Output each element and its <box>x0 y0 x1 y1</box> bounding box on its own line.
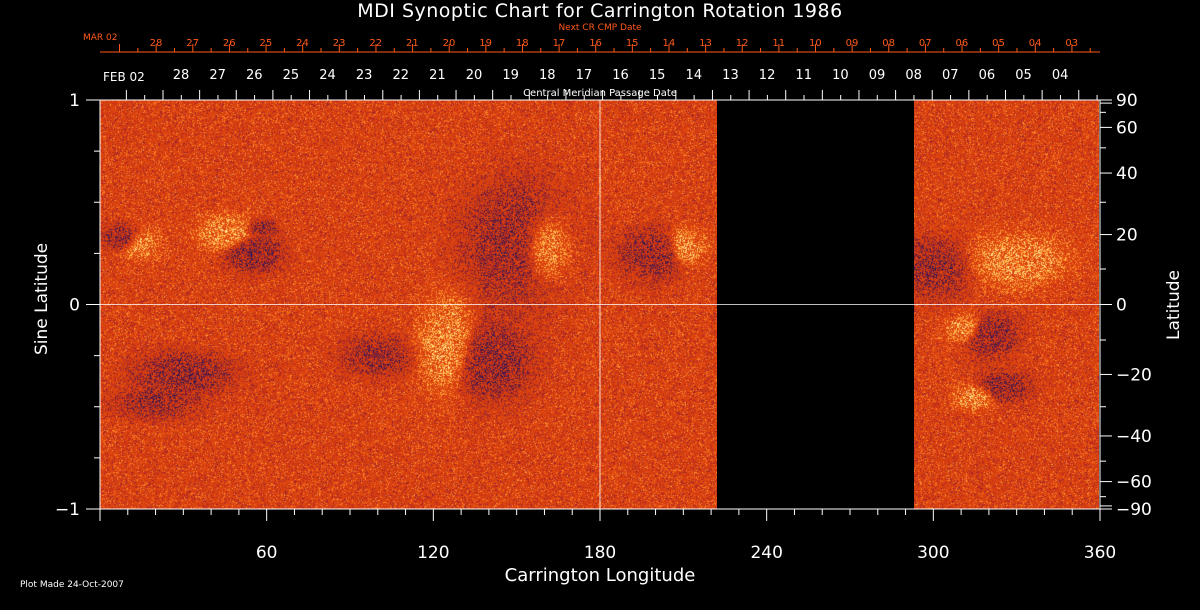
next-cmp-date-label: 19 <box>479 38 492 49</box>
y-right-tick-label: −90 <box>1116 500 1152 520</box>
cmp-date-label: 11 <box>795 68 812 83</box>
cmp-date-label: 17 <box>576 68 593 83</box>
next-cmp-date-label: 04 <box>1029 38 1042 49</box>
cmp-date-label: 14 <box>686 68 703 83</box>
cmp-date-label: 10 <box>832 68 849 83</box>
next-cmp-date-label: 08 <box>882 38 895 49</box>
next-cmp-date-label: 21 <box>406 38 419 49</box>
x-tick-label: 300 <box>917 543 949 563</box>
chart-title: MDI Synoptic Chart for Carrington Rotati… <box>357 0 843 22</box>
cmp-date-label: 24 <box>319 68 336 83</box>
cmp-date-label: 27 <box>209 68 226 83</box>
x-tick-label: 240 <box>750 543 782 563</box>
next-cmp-date-label: 13 <box>699 38 712 49</box>
y-axis-label-left: Sine Latitude <box>32 242 52 355</box>
cmp-date-label: 08 <box>905 68 922 83</box>
next-cmp-date-label: 16 <box>589 38 602 49</box>
next-cmp-date-label: 07 <box>919 38 932 49</box>
cmp-date-label: 15 <box>649 68 666 83</box>
cmp-date-label: 23 <box>356 68 373 83</box>
y-right-tick-label: −20 <box>1116 365 1152 385</box>
next-cmp-date-label: 06 <box>955 38 968 49</box>
cmp-date-label: 07 <box>942 68 959 83</box>
next-cmp-date-label: 11 <box>772 38 785 49</box>
cmp-date-label: 06 <box>979 68 996 83</box>
y-axis-label-right: Latitude <box>1164 270 1184 340</box>
next-cmp-date-label: 05 <box>992 38 1005 49</box>
cmp-axis-label: Central Meridian Passage Date <box>523 88 677 99</box>
y-right-tick-label: 90 <box>1116 91 1138 111</box>
next-cmp-date-label: 24 <box>296 38 309 49</box>
next-cmp-date-label: 14 <box>662 38 675 49</box>
y-right-tick-label: −60 <box>1116 473 1152 493</box>
cmp-date-label: 22 <box>393 68 410 83</box>
cmp-date-label: 05 <box>1015 68 1032 83</box>
cmp-date-label: 21 <box>429 68 446 83</box>
cmp-date-label: 09 <box>869 68 886 83</box>
cmp-date-label: 25 <box>283 68 300 83</box>
cmp-date-label: 26 <box>246 68 263 83</box>
y-left-tick-label: 1 <box>69 91 80 111</box>
next-cmp-date-label: 18 <box>516 38 529 49</box>
x-tick-label: 60 <box>256 543 278 563</box>
next-cmp-date-label: 25 <box>260 38 273 49</box>
next-cmp-date-label: 10 <box>809 38 822 49</box>
cmp-date-label: 16 <box>612 68 629 83</box>
cmp-date-label: 13 <box>722 68 739 83</box>
next-cmp-date-label: 20 <box>443 38 456 49</box>
cmp-date-label: 12 <box>759 68 776 83</box>
next-cmp-date-label: 23 <box>333 38 346 49</box>
next-cmp-axis-label: Next CR CMP Date <box>558 23 642 33</box>
y-right-tick-label: 60 <box>1116 118 1138 138</box>
next-cmp-date-label: 26 <box>223 38 236 49</box>
x-tick-label: 180 <box>584 543 616 563</box>
next-cmp-date-label: 09 <box>846 38 859 49</box>
cmp-date-label: 20 <box>466 68 483 83</box>
cmp-date-label: 04 <box>1052 68 1069 83</box>
next-cmp-date-label: 03 <box>1065 38 1078 49</box>
next-cmp-date-label: 27 <box>186 38 199 49</box>
y-right-tick-label: 40 <box>1116 164 1138 184</box>
cmp-date-label: 28 <box>173 68 190 83</box>
y-right-tick-label: 20 <box>1116 226 1138 246</box>
cmp-date-label: 19 <box>502 68 519 83</box>
y-left-tick-label: 0 <box>69 296 80 316</box>
y-right-tick-label: −40 <box>1116 427 1152 447</box>
y-right-tick-label: 0 <box>1116 296 1127 316</box>
x-tick-label: 120 <box>417 543 449 563</box>
next-cmp-start-label: MAR 02 <box>83 33 118 43</box>
x-axis-label: Carrington Longitude <box>504 565 696 586</box>
cmp-date-label: 18 <box>539 68 556 83</box>
plot-made-note: Plot Made 24-Oct-2007 <box>20 580 124 590</box>
y-left-tick-label: −1 <box>55 500 80 520</box>
next-cmp-date-label: 12 <box>736 38 749 49</box>
cmp-start-label: FEB 02 <box>103 70 145 84</box>
next-cmp-date-label: 28 <box>150 38 163 49</box>
next-cmp-date-label: 17 <box>553 38 566 49</box>
x-tick-label: 360 <box>1084 543 1116 563</box>
next-cmp-date-label: 15 <box>626 38 639 49</box>
next-cmp-date-label: 22 <box>369 38 382 49</box>
